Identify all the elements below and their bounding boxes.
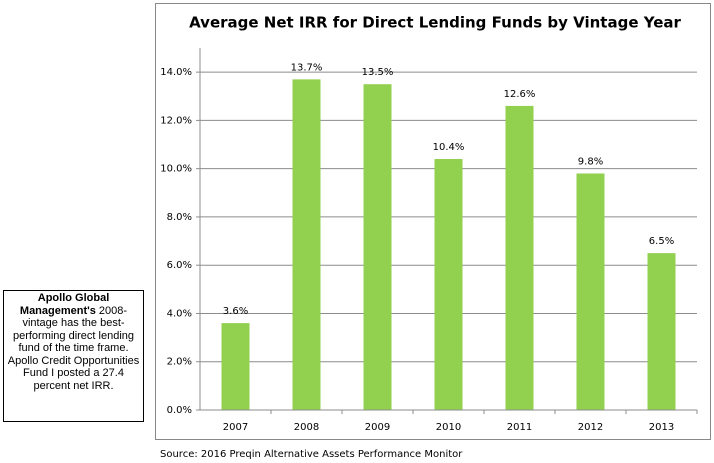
bar [647, 253, 676, 410]
y-tick-label: 2.0% [167, 357, 192, 368]
x-tick-label: 2007 [223, 422, 248, 433]
x-tick-label: 2012 [578, 422, 603, 433]
x-tick-label: 2011 [507, 422, 532, 433]
x-tick-label: 2008 [294, 422, 319, 433]
y-tick-label: 10.0% [160, 164, 192, 175]
data-label: 13.7% [291, 62, 323, 73]
data-label: 12.6% [504, 89, 536, 100]
bar [292, 79, 321, 410]
bar [576, 173, 605, 410]
source-note: Source: 2016 Preqin Alternative Assets P… [160, 449, 463, 460]
bar [363, 84, 392, 410]
bar [505, 105, 534, 411]
bar [434, 159, 463, 410]
data-label: 10.4% [433, 142, 465, 153]
data-label: 6.5% [649, 236, 674, 247]
annotation-box: Apollo Global Management's 2008-vintage … [3, 290, 144, 422]
data-label: 3.6% [223, 306, 248, 317]
x-tick-label: 2013 [649, 422, 674, 433]
y-tick-label: 0.0% [167, 405, 192, 416]
chart-title: Average Net IRR for Direct Lending Funds… [189, 14, 681, 32]
x-tick-label: 2010 [436, 422, 461, 433]
y-tick-label: 6.0% [167, 260, 192, 271]
data-label: 9.8% [578, 156, 603, 167]
data-label: 13.5% [362, 67, 394, 78]
annotation-bold: Apollo Global Management's [19, 292, 110, 317]
y-tick-label: 8.0% [167, 212, 192, 223]
y-tick-label: 12.0% [160, 115, 192, 126]
y-tick-label: 14.0% [160, 67, 192, 78]
bar [221, 323, 250, 410]
x-tick-label: 2009 [365, 422, 390, 433]
y-tick-label: 4.0% [167, 308, 192, 319]
annotation-text: 2008-vintage has the best-performing dir… [7, 304, 140, 392]
